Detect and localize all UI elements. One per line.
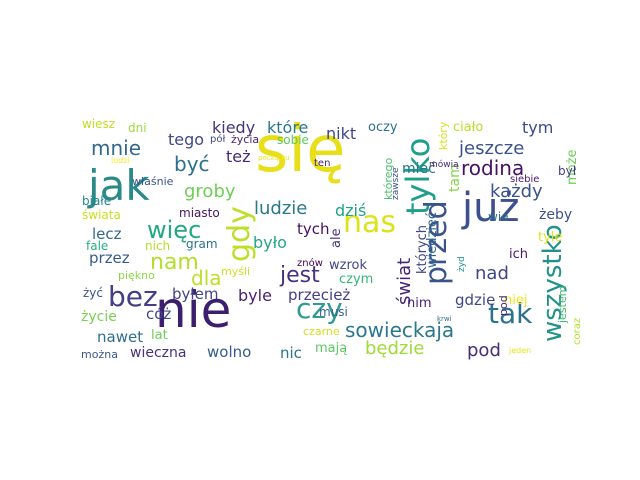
word-wolno: wolno xyxy=(207,343,252,361)
word-jeszcze: jeszcze xyxy=(459,138,525,159)
word-nie: nie xyxy=(155,281,232,339)
word-niej: niej xyxy=(504,293,528,308)
word-wiec: więc xyxy=(147,216,202,244)
word-tyle: tyle xyxy=(538,230,563,245)
word-nim: nim xyxy=(407,296,432,311)
word-mozna: można xyxy=(81,348,118,361)
word-nas: nas xyxy=(343,205,397,240)
word-ale: ale xyxy=(329,228,344,248)
word-mysli: myśli xyxy=(221,265,251,278)
word-dzis: dziś xyxy=(335,201,367,220)
word-bylo: było xyxy=(253,233,287,252)
word-zyc: żyć xyxy=(83,286,103,300)
word-zawsze: zawsze xyxy=(391,167,401,200)
word-krwi: krwi xyxy=(437,315,452,323)
word-wiesz: wiesz xyxy=(82,117,116,131)
word-siebie: siebie xyxy=(510,174,540,185)
word-nad: nad xyxy=(475,263,509,284)
word-musi: musi xyxy=(319,305,348,319)
word-lecz: lecz xyxy=(92,225,122,243)
word-gdy: gdy xyxy=(222,206,257,262)
word-miasto: miasto xyxy=(179,206,220,220)
word-swiata: świata xyxy=(82,208,121,222)
word-znow: znów xyxy=(297,258,323,269)
word-gram: gram xyxy=(186,237,218,251)
word-nikt: nikt xyxy=(326,124,357,143)
word-zycie: życie xyxy=(81,309,117,325)
word-ten: ten xyxy=(314,158,331,169)
word-nawet: nawet xyxy=(97,328,144,346)
word-byl: był xyxy=(558,164,577,178)
word-jest: jest xyxy=(280,263,320,288)
word-oczy: oczy xyxy=(368,120,398,135)
word-jak: jak xyxy=(88,161,150,210)
word-ktory: który xyxy=(437,121,450,150)
word-ludzie: ludzie xyxy=(254,198,308,219)
word-miec: mieć xyxy=(402,161,436,177)
word-zycia: życia xyxy=(231,133,260,146)
word-nic: nic xyxy=(280,344,302,362)
word-kiedy: kiedy xyxy=(212,118,256,137)
word-wiedziec: wiedzieć xyxy=(425,211,440,268)
word-jestem: jestem xyxy=(556,285,569,323)
word-nich: nich xyxy=(145,239,171,253)
word-poczatku: początku xyxy=(258,154,290,162)
word-byle: byle xyxy=(238,286,272,305)
word-przez: przez xyxy=(89,249,130,267)
word-bez: bez xyxy=(108,280,158,313)
word-rodina: rodina xyxy=(461,156,525,180)
word-tez: też xyxy=(226,147,251,166)
word-czym: czym xyxy=(339,272,374,287)
word-ktore: które xyxy=(267,118,309,137)
word-bedzie: będzie xyxy=(365,338,425,359)
word-groby: groby xyxy=(184,181,236,202)
word-zyd: żyd xyxy=(457,256,467,272)
word-mowia: mówią xyxy=(429,160,459,170)
word-dla: dla xyxy=(191,266,222,290)
word-czarne: czarne xyxy=(303,325,340,338)
word-lat: lat xyxy=(151,328,168,343)
word-fale: fale xyxy=(86,239,109,253)
word-biale: białe xyxy=(82,194,112,208)
word-sie: się xyxy=(255,113,346,187)
word-pod: pod xyxy=(467,340,501,361)
word-tym: tym xyxy=(522,118,554,137)
word-sobie: sobie xyxy=(277,133,309,147)
word-coz: cóż xyxy=(146,305,172,323)
word-dni: dni xyxy=(128,121,147,135)
word-maja: mają xyxy=(315,341,348,356)
word-gdzie: gdzie xyxy=(455,291,496,309)
word-pod: pod xyxy=(497,295,510,316)
word-sowieckaja: sowieckaja xyxy=(345,318,455,342)
word-pol: pół xyxy=(210,134,226,145)
word-wie: wie xyxy=(488,210,509,224)
word-ich: ich xyxy=(509,247,528,262)
word-tych: tych xyxy=(297,220,330,238)
word-tego: tego xyxy=(168,130,205,149)
word-kazdy: każdy xyxy=(490,181,543,202)
word-piekno: piękno xyxy=(118,269,155,282)
word-mnie: mnie xyxy=(91,136,142,160)
word-bylem: byłem xyxy=(172,285,219,303)
word-zeby: żeby xyxy=(539,207,573,223)
word-tak: tak xyxy=(488,297,533,330)
word-czy: czy xyxy=(296,292,343,325)
word-wzrok: wzrok xyxy=(329,258,367,273)
word-cialo: ciało xyxy=(453,120,484,135)
word-wieczna: wieczna xyxy=(130,345,187,361)
word-wlasnie: właśnie xyxy=(132,175,174,188)
word-nam: nam xyxy=(150,250,199,275)
word-juz: już xyxy=(462,185,520,231)
word-przeciez: przecież xyxy=(288,286,351,304)
word-jeden: jeden xyxy=(509,346,532,355)
word-byc: być xyxy=(174,152,210,176)
word-ludzi: ludzi xyxy=(111,156,130,165)
word-coraz: coraz xyxy=(572,317,583,345)
